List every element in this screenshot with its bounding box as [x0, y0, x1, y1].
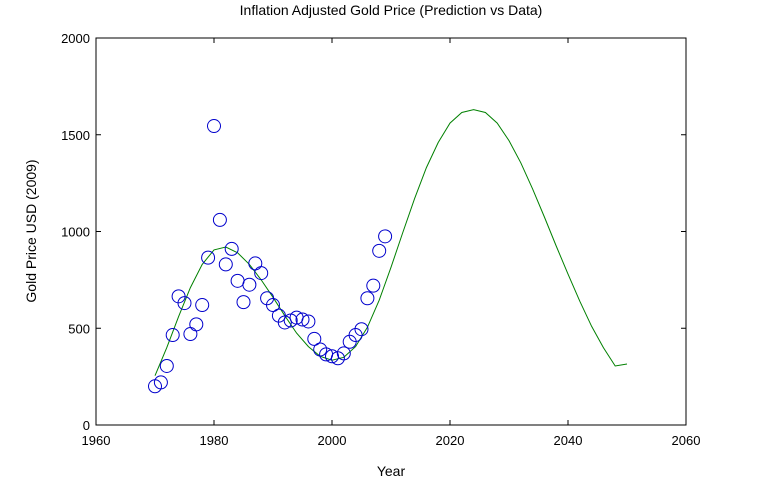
y-tick-label: 1500: [61, 128, 90, 143]
data-point: [189, 317, 204, 332]
y-tick-label: 0: [83, 418, 90, 433]
data-point: [301, 314, 316, 329]
data-point: [207, 119, 221, 134]
x-tick-label: 2000: [318, 433, 347, 448]
x-tick-label: 1960: [82, 433, 111, 448]
x-tick-label: 2040: [554, 433, 583, 448]
data-point: [378, 229, 393, 244]
data-point: [242, 277, 257, 292]
axis-ticks: 1960 1980 2000 2020 2040 2060 0 500 1000 1500 2000: [61, 31, 700, 448]
x-axis-label: Year: [377, 463, 406, 477]
x-tick-label: 1980: [200, 433, 229, 448]
data-point: [153, 375, 168, 390]
data-point: [354, 322, 369, 337]
data-point: [159, 358, 174, 373]
data-point: [307, 331, 322, 346]
data-point: [336, 346, 351, 361]
data-point: [212, 212, 227, 227]
data-point: [366, 278, 381, 293]
x-tick-label: 2060: [672, 433, 701, 448]
data-point: [348, 328, 363, 343]
data-point: [254, 266, 269, 281]
prediction-series: [154, 109, 628, 376]
data-point: [236, 295, 251, 310]
y-tick-label: 1000: [61, 225, 90, 240]
data-point: [177, 296, 192, 311]
data-point: [224, 241, 239, 256]
data-point: [360, 291, 375, 306]
data-point: [195, 298, 210, 313]
data-series: [148, 119, 393, 394]
y-axis-label: Gold Price USD (2009): [23, 159, 39, 302]
data-point: [277, 315, 292, 330]
x-tick-label: 2020: [436, 433, 465, 448]
data-point: [201, 250, 216, 265]
data-point: [165, 328, 180, 343]
y-tick-label: 500: [68, 321, 90, 336]
data-point: [266, 298, 280, 313]
plot-area: [95, 37, 687, 426]
data-point: [295, 312, 310, 327]
prediction-line: [154, 109, 628, 376]
data-point: [372, 243, 387, 258]
y-tick-label: 2000: [61, 31, 90, 46]
data-point: [218, 257, 233, 272]
chart-title: Inflation Adjusted Gold Price (Predictio…: [240, 2, 543, 18]
